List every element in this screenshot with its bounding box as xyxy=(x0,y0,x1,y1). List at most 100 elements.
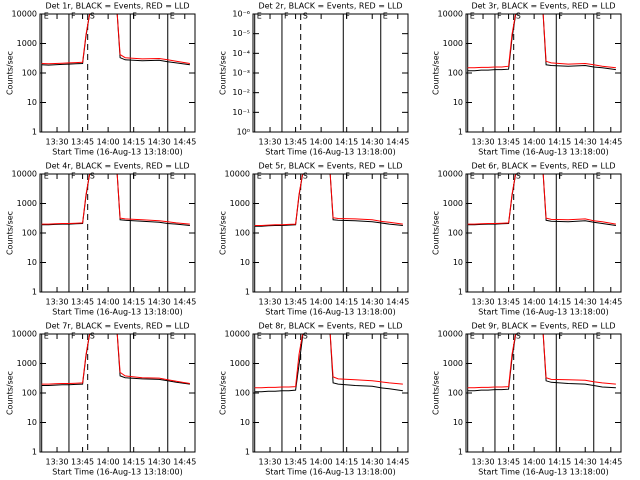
y-tick-label: 10⁻⁴ xyxy=(232,49,250,58)
event-label: E xyxy=(44,172,49,181)
y-axis-label: Counts/sec xyxy=(432,371,441,415)
panel-title: Det 9r, BLACK = Events, RED = LLD xyxy=(471,322,615,331)
x-tick-label: 13:45 xyxy=(497,298,520,307)
series-line xyxy=(467,174,616,226)
event-label: F xyxy=(71,332,76,341)
y-tick-label: 10⁻¹ xyxy=(232,108,250,117)
series-line xyxy=(467,334,616,389)
plot-frame xyxy=(465,13,622,133)
event-label: S xyxy=(90,332,95,341)
y-tick-label: 1 xyxy=(458,128,463,137)
y-tick-label: 10⁻⁵ xyxy=(232,29,250,38)
event-label: F xyxy=(132,332,137,341)
y-axis-label: Counts/sec xyxy=(6,51,15,95)
x-tick-label: 14:15 xyxy=(122,138,145,147)
y-axis-label: Counts/sec xyxy=(219,211,228,255)
panel: Det 8r, BLACK = Events, RED = LLD Start T… xyxy=(219,322,410,477)
panel-title: Det 4r, BLACK = Events, RED = LLD xyxy=(45,162,189,171)
event-label: S xyxy=(516,332,521,341)
x-tick-label: 13:30 xyxy=(472,458,495,467)
x-tick-label: 14:00 xyxy=(523,138,546,147)
event-label: F xyxy=(497,12,502,21)
y-tick-label: 1 xyxy=(458,448,463,457)
x-tick-label: 13:30 xyxy=(472,138,495,147)
x-tick-label: 14:45 xyxy=(599,298,622,307)
y-tick-label: 10 xyxy=(240,258,250,267)
x-tick-label: 14:45 xyxy=(173,458,196,467)
x-axis-label: Start Time (16-Aug-13 13:18:00) xyxy=(52,148,183,157)
y-tick-label: 100 xyxy=(235,389,250,398)
event-label: S xyxy=(303,12,308,21)
plot-frame xyxy=(39,333,196,453)
y-axis-label: Counts/sec xyxy=(219,371,228,415)
event-label: F xyxy=(497,172,502,181)
x-tick-label: 13:45 xyxy=(497,138,520,147)
event-label: E xyxy=(170,12,175,21)
event-label: F xyxy=(345,172,350,181)
y-tick-label: 1000 xyxy=(17,39,37,48)
x-tick-label: 14:15 xyxy=(122,298,145,307)
panel: Det 6r, BLACK = Events, RED = LLD Start T… xyxy=(432,162,623,317)
series-line xyxy=(467,14,616,69)
series-line xyxy=(41,174,190,225)
y-tick-label: 1 xyxy=(32,448,37,457)
event-label: F xyxy=(558,332,563,341)
x-tick-label: 14:15 xyxy=(548,138,571,147)
event-label: E xyxy=(257,332,262,341)
y-tick-label: 10 xyxy=(453,98,463,107)
y-tick-label: 10 xyxy=(240,418,250,427)
x-tick-label: 13:45 xyxy=(284,298,307,307)
event-label: E xyxy=(44,332,49,341)
y-axis-label: Counts/sec xyxy=(6,211,15,255)
panel: Det 7r, BLACK = Events, RED = LLD Start T… xyxy=(6,322,197,477)
x-tick-label: 14:45 xyxy=(173,298,196,307)
series-line xyxy=(254,334,403,393)
y-tick-label: 100 xyxy=(448,389,463,398)
y-tick-label: 10 xyxy=(453,258,463,267)
y-tick-label: 1000 xyxy=(230,359,250,368)
y-tick-label: 1000 xyxy=(443,359,463,368)
event-label: F xyxy=(284,332,289,341)
y-axis-label: Counts/sec xyxy=(219,51,228,95)
y-tick-label: 10 xyxy=(453,418,463,427)
x-axis-label: Start Time (16-Aug-13 13:18:00) xyxy=(478,148,609,157)
x-tick-label: 14:15 xyxy=(548,298,571,307)
event-label: F xyxy=(558,12,563,21)
plot-frame xyxy=(252,173,409,293)
y-tick-label: 10000 xyxy=(12,10,37,19)
panel: Det 9r, BLACK = Events, RED = LLD Start T… xyxy=(432,322,623,477)
event-label: E xyxy=(383,172,388,181)
x-tick-label: 14:45 xyxy=(386,138,409,147)
x-tick-label: 13:30 xyxy=(259,458,282,467)
x-tick-label: 14:45 xyxy=(599,458,622,467)
x-tick-label: 13:30 xyxy=(46,458,69,467)
plot-frame xyxy=(39,13,196,133)
x-tick-label: 14:15 xyxy=(335,458,358,467)
y-axis-label: Counts/sec xyxy=(432,51,441,95)
x-tick-label: 14:00 xyxy=(523,458,546,467)
x-tick-label: 13:45 xyxy=(71,458,94,467)
event-label: S xyxy=(90,172,95,181)
event-label: F xyxy=(132,172,137,181)
event-label: F xyxy=(71,12,76,21)
series-line xyxy=(467,174,616,225)
event-label: E xyxy=(44,12,49,21)
event-label: S xyxy=(303,172,308,181)
x-tick-label: 14:45 xyxy=(386,458,409,467)
y-tick-label: 10000 xyxy=(225,330,250,339)
x-axis-label: Start Time (16-Aug-13 13:18:00) xyxy=(52,308,183,317)
x-tick-label: 14:45 xyxy=(386,298,409,307)
panel-title: Det 6r, BLACK = Events, RED = LLD xyxy=(471,162,615,171)
series-line xyxy=(41,14,190,66)
panel-title: Det 8r, BLACK = Events, RED = LLD xyxy=(258,322,402,331)
x-tick-label: 14:00 xyxy=(310,458,333,467)
event-label: S xyxy=(516,172,521,181)
x-tick-label: 14:00 xyxy=(97,458,120,467)
x-tick-label: 14:15 xyxy=(122,458,145,467)
event-label: E xyxy=(470,12,475,21)
x-tick-label: 13:45 xyxy=(284,458,307,467)
series-line xyxy=(254,334,403,389)
event-label: E xyxy=(170,332,175,341)
y-tick-label: 10000 xyxy=(12,330,37,339)
